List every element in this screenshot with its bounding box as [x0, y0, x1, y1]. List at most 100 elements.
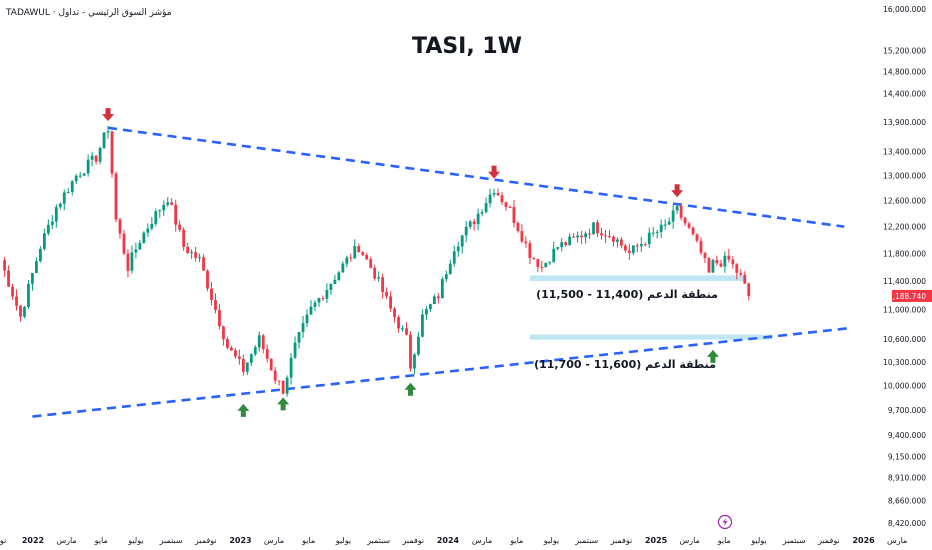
candle [496, 188, 500, 196]
candle [468, 219, 472, 230]
candle [683, 216, 687, 226]
trendline-upper-resistance [107, 126, 845, 228]
x-tick-label: مارس [56, 536, 76, 545]
candle [675, 205, 679, 214]
x-tick-label: نو [0, 536, 6, 545]
trendline-lower-support [32, 326, 853, 418]
candle [504, 201, 508, 211]
candle [361, 251, 365, 256]
y-tick-label: 10,600.000 [883, 335, 926, 344]
candle [588, 228, 591, 240]
x-tick-label: مارس [887, 536, 907, 545]
candle [687, 221, 691, 230]
support-zone-label-2: منطقة الدعم (11,600 - 11,700) [534, 358, 716, 371]
x-tick-label: 2022 [22, 536, 44, 545]
y-tick-label: 14,800.000 [883, 68, 926, 77]
candle [663, 219, 667, 230]
y-tick-label: 16,000.000 [883, 5, 926, 14]
candle [114, 171, 118, 222]
candle [616, 237, 619, 248]
y-tick-label: 8,420.000 [888, 519, 926, 528]
candle [110, 131, 114, 178]
candle [194, 246, 197, 262]
candle [524, 236, 528, 248]
candle [452, 245, 456, 267]
x-tick-label: نوفمبر [610, 536, 633, 545]
candle [699, 237, 703, 256]
candle [580, 230, 584, 245]
candle [70, 180, 74, 196]
candle [464, 221, 468, 243]
candle [401, 325, 404, 332]
candle [544, 262, 548, 268]
candle [584, 231, 587, 244]
candle [536, 258, 540, 273]
candle [747, 282, 751, 301]
candle [349, 253, 353, 263]
candle [341, 261, 345, 273]
lightning-icon[interactable] [717, 514, 733, 530]
x-tick-label: 2023 [229, 536, 251, 545]
candle [166, 197, 170, 207]
candle [46, 219, 50, 236]
candle [389, 291, 392, 312]
candle [448, 259, 452, 275]
candle [564, 241, 568, 247]
candle [249, 353, 253, 367]
candle [695, 233, 699, 243]
support-zone-1 [529, 275, 745, 281]
x-tick-label: 2025 [645, 536, 668, 545]
candle [146, 223, 150, 237]
candle [727, 248, 731, 263]
candle [122, 229, 126, 256]
x-tick-label: سبتمبر [366, 536, 390, 545]
y-tick-label: 11,400.000 [883, 277, 926, 286]
support-zones [529, 275, 773, 340]
candle [214, 293, 217, 314]
candle [472, 218, 476, 231]
x-tick-label: مايو [94, 536, 108, 545]
candle [707, 256, 711, 273]
y-tick-label: 12,600.000 [883, 197, 926, 206]
candle [381, 273, 385, 299]
candle [86, 154, 90, 177]
candle [735, 263, 739, 280]
event-marker[interactable] [717, 514, 733, 530]
candle [711, 258, 715, 274]
x-tick-label: سبتمبر [159, 536, 183, 545]
up-arrow-icon-7 [706, 349, 719, 363]
y-tick-label: 10,000.000 [883, 382, 926, 391]
candle [460, 234, 464, 254]
candle [369, 256, 373, 269]
candle [608, 229, 611, 239]
candle [596, 220, 599, 237]
x-tick-label: مايو [509, 536, 523, 545]
candle [78, 171, 82, 179]
candle [715, 255, 719, 266]
candle [508, 205, 512, 209]
candle [405, 322, 408, 336]
candle [118, 217, 122, 239]
up-arrow-icon-4 [237, 403, 250, 417]
candle [27, 280, 30, 310]
y-tick-label: 14,400.000 [883, 90, 926, 99]
x-tick-label: مارس [679, 536, 699, 545]
candle [592, 222, 595, 235]
candle [560, 238, 564, 252]
candle [293, 336, 297, 359]
current-price-tag: 11,188.740 [883, 289, 932, 302]
markers [102, 108, 719, 417]
candle [600, 227, 603, 240]
candle [15, 289, 18, 311]
candle [218, 303, 221, 330]
candle [425, 305, 428, 320]
candle [723, 251, 727, 273]
candle [253, 345, 257, 357]
x-tick-label: نوفمبر [402, 536, 425, 545]
candle [480, 209, 484, 217]
candle [230, 345, 233, 351]
candle [436, 293, 440, 304]
candle [325, 283, 329, 303]
candle [19, 304, 22, 322]
y-tick-label: 11,800.000 [883, 249, 926, 258]
